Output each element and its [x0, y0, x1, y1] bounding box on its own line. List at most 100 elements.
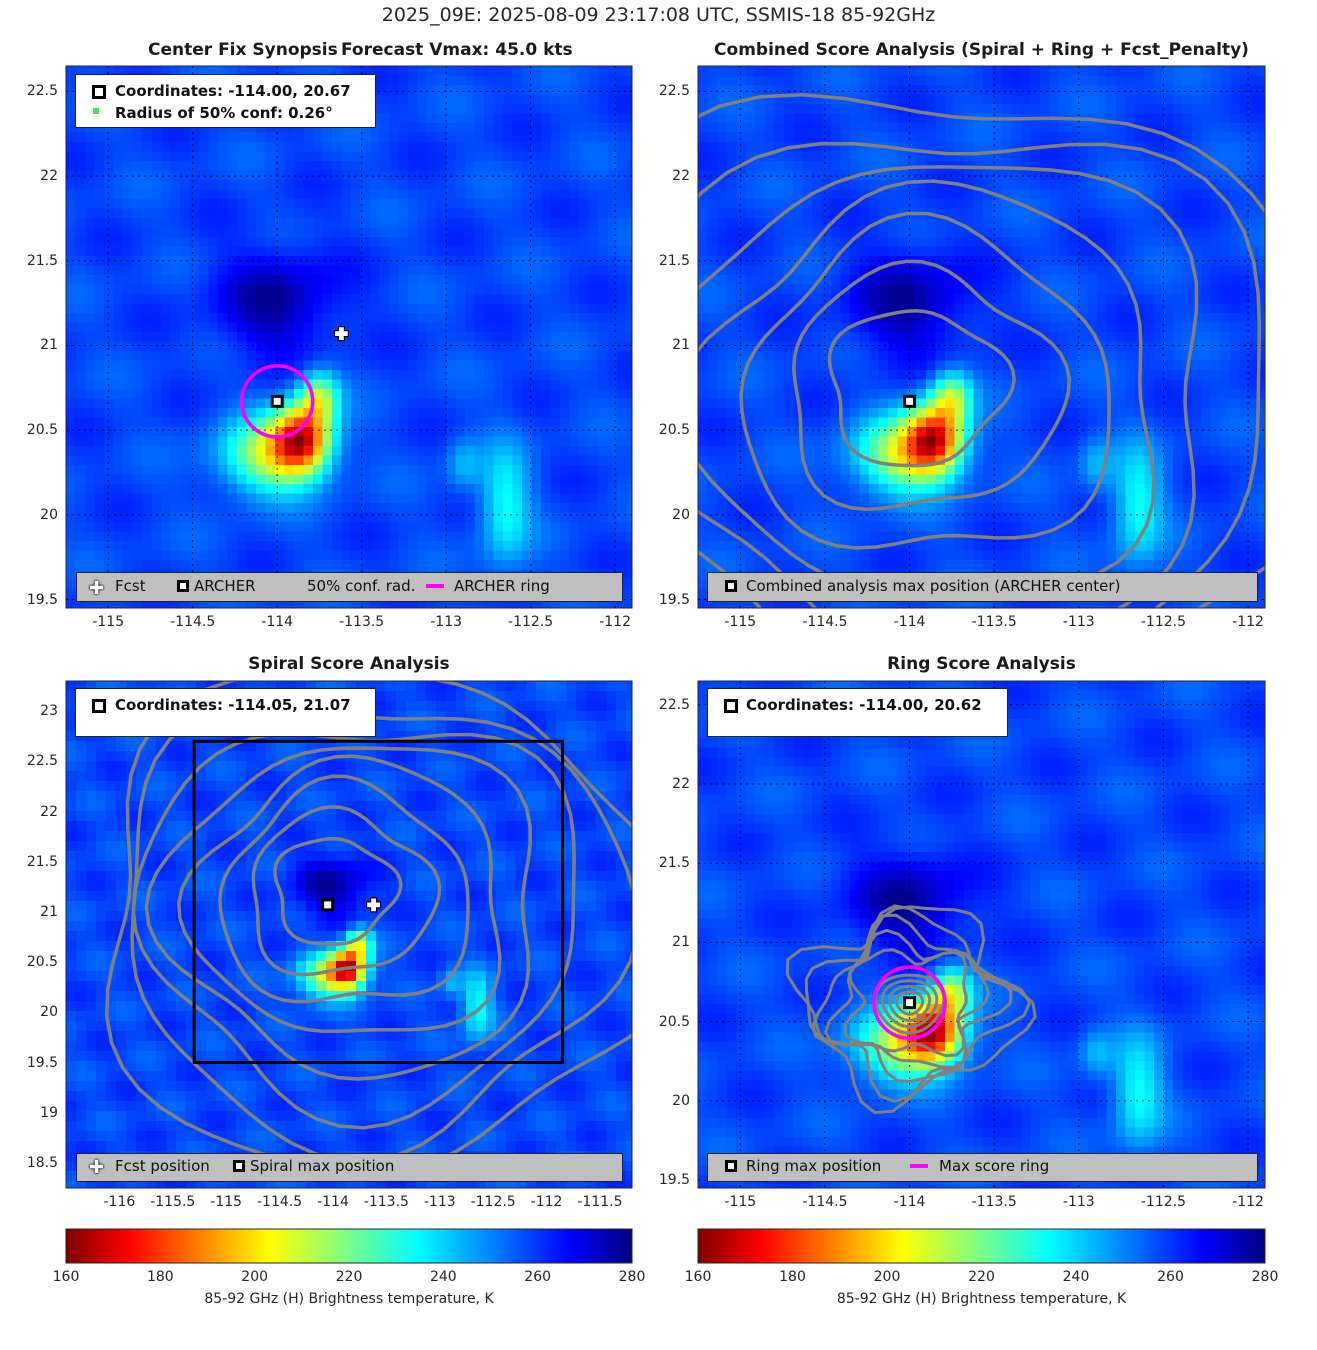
combined-xtick: -112.5: [1140, 614, 1187, 630]
combined-ytick: 20.5: [658, 422, 690, 439]
combined-xtick: -114.5: [802, 614, 848, 630]
ring-xtick: -113: [1062, 1194, 1095, 1210]
legend-spiral-max-icon: [233, 1160, 245, 1172]
spiral-xtick: -112.5: [470, 1194, 516, 1210]
synopsis-xtick: -113: [430, 614, 463, 630]
conf-dot-icon: [93, 108, 99, 114]
spiral-ytick: 19.5: [26, 1054, 58, 1071]
synopsis-xtick: -114.5: [170, 614, 216, 630]
spiral-ytick: 18.5: [26, 1154, 58, 1171]
colorbar-tick: 240: [1062, 1269, 1090, 1285]
combined-legend: [707, 572, 1258, 602]
figure-title: 2025_09E: 2025-08-09 23:17:08 UTC, SSMIS…: [381, 4, 936, 26]
spiral-xtick: -114.5: [257, 1194, 303, 1210]
colorbar-tick: 260: [1157, 1269, 1184, 1285]
synopsis-ytick: 21: [40, 337, 58, 354]
spiral-plot: [65, 680, 633, 1189]
synopsis-xtick: -112.5: [508, 614, 554, 630]
colorbar-tick: 160: [52, 1269, 80, 1285]
ring-ytick: 20.5: [658, 1013, 690, 1030]
synopsis-ytick: 21.5: [26, 252, 58, 269]
ring-coordinates: Coordinates: -114.00, 20.62: [746, 696, 982, 714]
synopsis-ytick: 19.5: [26, 591, 58, 608]
synopsis-ytick: 20: [40, 506, 58, 523]
synopsis-axes-frame: [65, 65, 633, 609]
spiral-info-box: [75, 688, 376, 737]
legend-fcst-position: Fcst position: [115, 1157, 210, 1175]
ring-ytick: 21.5: [658, 855, 690, 872]
spiral-title: Spiral Score Analysis: [248, 654, 450, 674]
synopsis-legend: [76, 572, 623, 602]
ring-ytick: 21: [672, 934, 690, 951]
spiral-xtick: -113.5: [363, 1194, 409, 1210]
colorbar-tick: 240: [429, 1269, 457, 1285]
ring-xtick: -115: [724, 1194, 757, 1210]
spiral-xtick: -115.5: [150, 1194, 196, 1210]
ring-xtick: -112: [1232, 1194, 1264, 1210]
spiral-ytick: 22: [40, 803, 58, 820]
synopsis-xtick: -115: [92, 614, 125, 630]
legend-max-score-ring: Max score ring: [939, 1157, 1050, 1175]
legend-spiral-max: Spiral max position: [250, 1157, 395, 1175]
synopsis-title-right: Forecast Vmax: 45.0 kts: [341, 40, 573, 60]
legend-max-ring-line-icon: [910, 1164, 928, 1168]
synopsis-ytick: 20.5: [26, 422, 58, 439]
combined-ytick: 22: [672, 168, 690, 185]
spiral-ytick: 20.5: [26, 954, 58, 971]
colorbar-label-left: 85-92 GHz (H) Brightness temperature, K: [204, 1291, 494, 1307]
spiral-ytick: 21.5: [26, 853, 58, 870]
ring-plot: [697, 680, 1266, 1189]
combined-axes-frame: [697, 65, 1266, 609]
spiral-legend: [76, 1153, 623, 1182]
combined-xtick: -112: [1232, 614, 1264, 630]
combined-title: Combined Score Analysis (Spiral + Ring +…: [714, 40, 1249, 60]
colorbar-tick: 260: [524, 1269, 552, 1285]
spiral-axes-frame: [65, 680, 633, 1189]
max-score-ring: [872, 965, 947, 1040]
spiral-xtick: -113: [423, 1194, 456, 1210]
synopsis-title-left: Center Fix Synopsis: [148, 40, 338, 60]
legend-fcst-position-icon: ✚: [89, 1157, 105, 1178]
synopsis-ytick: 22: [40, 168, 58, 185]
legend-fcst: Fcst: [115, 577, 146, 595]
colorbar-tick: 220: [335, 1269, 363, 1285]
ring-xtick: -114.5: [802, 1194, 848, 1210]
combined-xtick: -114: [893, 614, 926, 630]
legend-archer: ARCHER: [194, 577, 256, 595]
fcst-cross-icon: ✚: [89, 578, 105, 599]
legend-combined-icon: [725, 580, 737, 592]
combined-ytick: 22.5: [658, 83, 690, 100]
spiral-ytick: 21: [40, 903, 58, 920]
synopsis-xtick: -112: [599, 614, 631, 630]
combined-xtick: -115: [724, 614, 757, 630]
spiral-ytick: 20: [40, 1004, 58, 1021]
colorbar-tick: 200: [241, 1269, 269, 1285]
synopsis-conf-radius: Radius of 50% conf: 0.26°: [115, 104, 333, 122]
ring-ytick: 19.5: [658, 1172, 690, 1189]
ring-legend: [707, 1153, 1258, 1182]
colorbar-tick: 160: [684, 1269, 712, 1285]
combined-ytick: 21: [672, 337, 690, 354]
colorbar-tick: 180: [146, 1269, 174, 1285]
synopsis-ytick: 22.5: [26, 83, 58, 100]
archer-marker-icon: [92, 85, 106, 99]
archer-ring: [239, 364, 315, 439]
colorbar-left: [65, 1228, 633, 1264]
combined-ytick: 20: [672, 506, 690, 523]
ring-info-box: [707, 688, 1008, 737]
spiral-ytick: 23: [40, 703, 58, 720]
combined-archer-marker: [903, 394, 917, 408]
synopsis-info-box: [75, 74, 376, 128]
colorbar-tick: 200: [873, 1269, 901, 1285]
spiral-search-box: [192, 739, 565, 1065]
legend-archer-icon: [177, 580, 189, 592]
spiral-ytick: 19: [40, 1104, 58, 1121]
colorbar-tick: 180: [779, 1269, 806, 1285]
combined-ytick: 19.5: [658, 591, 690, 608]
spiral-xtick: -111.5: [577, 1194, 623, 1210]
spiral-xtick: -116: [103, 1194, 136, 1210]
colorbar-label-right: 85-92 GHz (H) Brightness temperature, K: [836, 1291, 1127, 1307]
spiral-xtick: -112: [530, 1194, 563, 1210]
ring-xtick: -114: [893, 1194, 926, 1210]
combined-xtick: -113: [1062, 614, 1095, 630]
